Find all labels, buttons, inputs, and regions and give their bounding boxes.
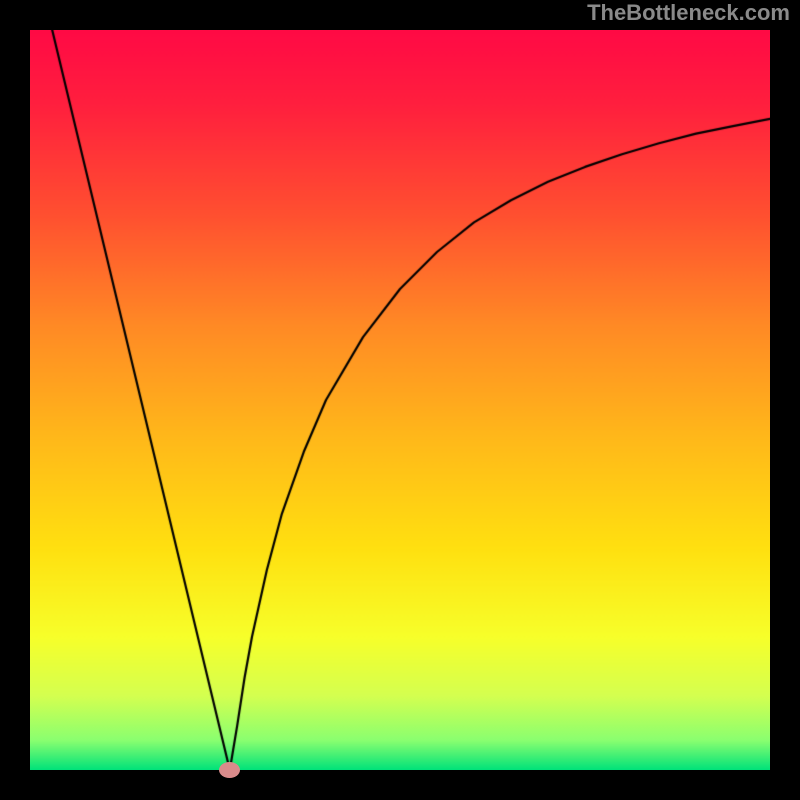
- watermark-text: TheBottleneck.com: [587, 0, 790, 26]
- gradient-plot: [30, 30, 770, 770]
- chart-container: TheBottleneck.com: [0, 0, 800, 800]
- min-point-marker: [219, 762, 240, 778]
